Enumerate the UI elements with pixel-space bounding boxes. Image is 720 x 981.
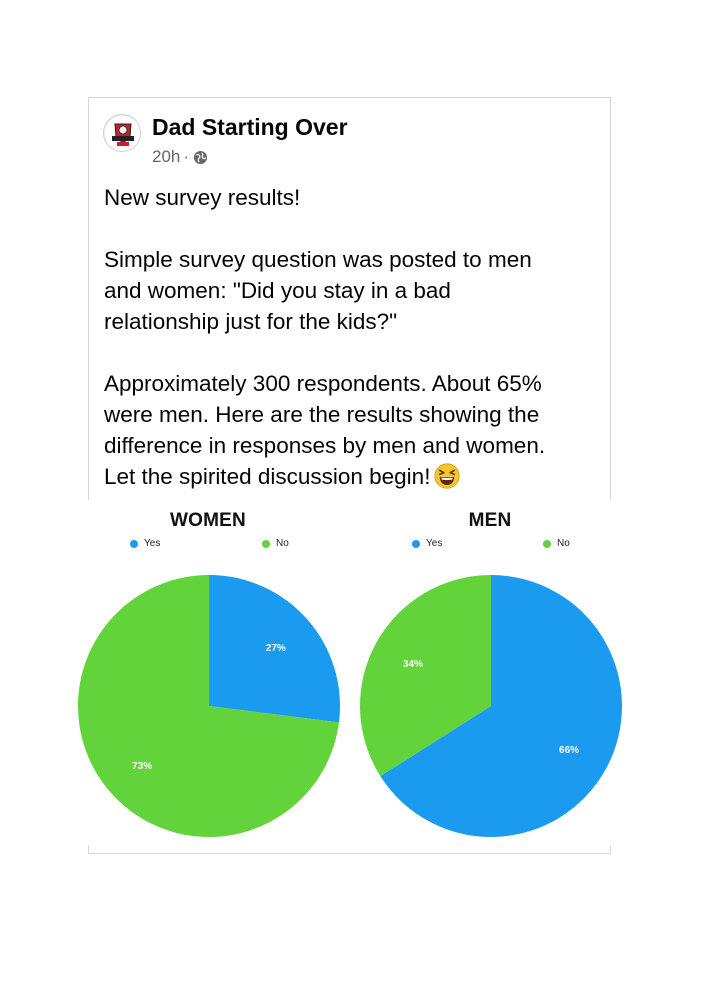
post-text-line: difference in responses by men and women… <box>104 433 546 458</box>
post-text-line: Approximately 300 respondents. About 65% <box>104 371 542 396</box>
post-author-name[interactable]: Dad Starting Over <box>152 114 348 140</box>
legend-dot-yes <box>130 539 138 548</box>
pie-slice-men-no <box>360 575 491 777</box>
legend-dot-yes <box>412 539 420 548</box>
legend-item-women-yes: Yes <box>130 538 160 549</box>
post-body: New survey results! Simple survey questi… <box>104 182 604 492</box>
globe-icon[interactable] <box>193 150 208 165</box>
meta-separator: · <box>183 147 190 166</box>
pie-label-women-yes: 27% <box>266 643 286 654</box>
legend-label: Yes <box>144 538 161 549</box>
pie-slice-women-yes <box>209 575 341 723</box>
pie-slice-women-no <box>78 575 339 837</box>
legend-label: No <box>557 538 570 549</box>
post-card-bottom-edge <box>88 845 611 854</box>
legend-label: Yes <box>426 538 443 549</box>
legend-dot-no <box>543 539 551 548</box>
post-card <box>88 97 611 500</box>
legend-item-men-yes: Yes <box>412 538 442 549</box>
post-text-line: were men. Here are the results showing t… <box>104 402 540 427</box>
dad-starting-over-logo-icon <box>105 116 140 151</box>
pie-slice-men-yes <box>380 575 622 837</box>
legend-item-men-no: No <box>543 538 570 549</box>
post-text-line-last: Let the spirited discussion begin! <box>104 461 604 492</box>
post-text-line: and women: "Did you stay in a bad <box>104 278 451 303</box>
pie-label-men-yes: 66% <box>559 745 579 756</box>
laughing-face-emoji <box>434 463 461 489</box>
chart-title-women: WOMEN <box>170 510 246 531</box>
legend-item-women-no: No <box>262 538 289 549</box>
chart-title-men: MEN <box>468 510 512 531</box>
post-timestamp[interactable]: 20h <box>152 147 181 166</box>
legend-label: No <box>276 538 289 549</box>
post-text-line: Simple survey question was posted to men <box>104 247 532 272</box>
legend-dot-no <box>262 539 270 548</box>
pie-label-men-no: 34% <box>403 659 423 670</box>
pie-label-women-no: 73% <box>132 761 152 772</box>
post-text-line: New survey results! <box>104 185 301 210</box>
avatar[interactable] <box>103 114 141 152</box>
post-meta: 20h · <box>152 146 208 168</box>
post-text-line: Let the spirited discussion begin! <box>104 464 431 489</box>
pie-charts: 27% 73% 66% 34% <box>78 575 622 837</box>
post-text-line: relationship just for the kids?" <box>104 309 398 334</box>
survey-charts-image: WOMEN MEN Yes No Yes No 27% 73% 66% 34% <box>0 500 720 845</box>
